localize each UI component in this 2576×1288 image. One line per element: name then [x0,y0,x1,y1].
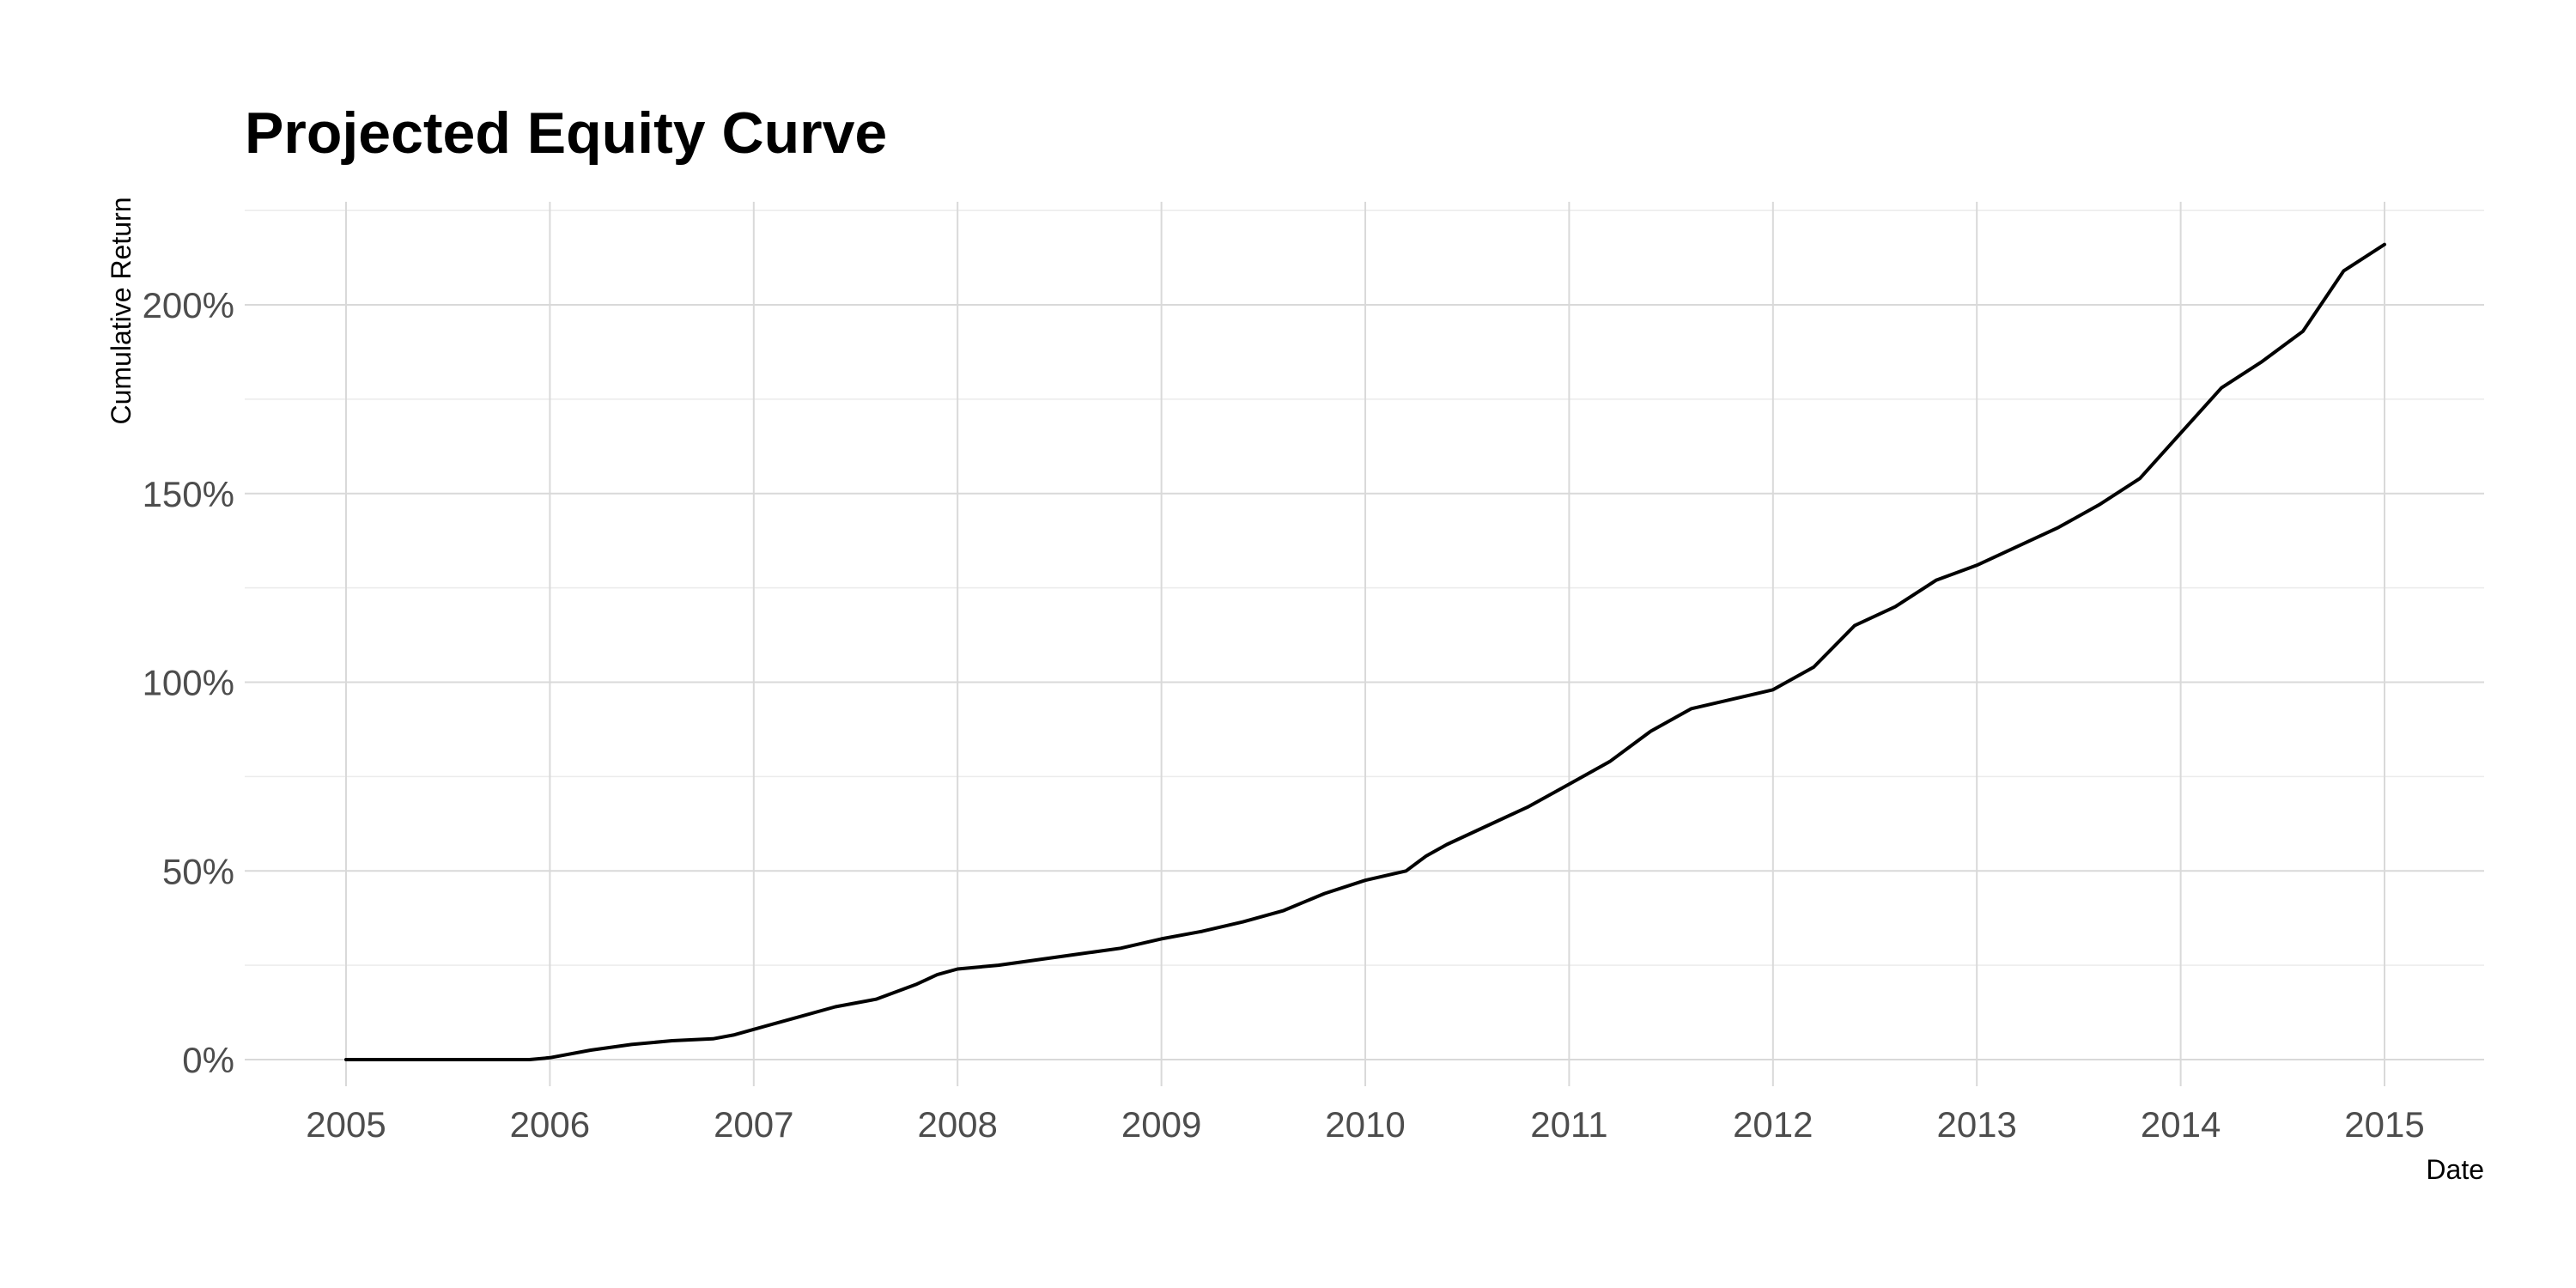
y-tick-label: 100% [143,663,234,703]
series-layer [344,242,2386,1061]
x-tick-label: 2013 [1936,1104,2016,1145]
x-axis-label: Date [2426,1154,2484,1185]
x-tick-label: 2010 [1325,1104,1405,1145]
y-tick-label: 200% [143,285,234,325]
chart-title: Projected Equity Curve [245,100,887,166]
major-gridlines [245,202,2484,1086]
y-tick-label: 50% [162,851,234,891]
x-tick-label: 2005 [306,1104,386,1145]
x-tick-label: 2014 [2141,1104,2221,1145]
y-tick-labels: 0% 50% 100% 150% 200% [143,285,234,1080]
equity-curve-line [344,242,2386,1061]
x-tick-label: 2011 [1530,1104,1607,1145]
x-tick-label: 2009 [1121,1104,1201,1145]
x-tick-label: 2015 [2344,1104,2424,1145]
y-tick-label: 150% [143,474,234,514]
x-tick-label: 2006 [510,1104,590,1145]
x-tick-label: 2007 [714,1104,793,1145]
x-tick-labels: 2005 2006 2007 2008 2009 2010 2011 2012 2013 2014… [306,1104,2424,1145]
y-axis-label: Cumulative Return [106,197,137,425]
x-tick-label: 2008 [917,1104,997,1145]
y-tick-label: 0% [182,1040,234,1080]
x-tick-label: 2012 [1733,1104,1813,1145]
